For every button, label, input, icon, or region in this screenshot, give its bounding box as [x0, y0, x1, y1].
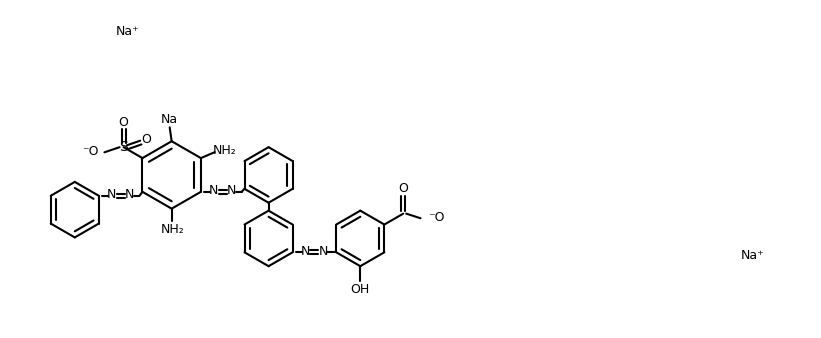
- Text: N: N: [319, 245, 328, 258]
- Text: N: N: [125, 188, 135, 201]
- Text: Na⁺: Na⁺: [116, 25, 140, 38]
- Text: NH₂: NH₂: [161, 223, 185, 236]
- Text: N: N: [107, 188, 117, 201]
- Text: S: S: [119, 140, 128, 154]
- Text: N: N: [209, 184, 218, 197]
- Text: N: N: [300, 245, 310, 258]
- Text: OH: OH: [351, 283, 370, 295]
- Text: N: N: [227, 184, 236, 197]
- Text: ⁻O: ⁻O: [82, 145, 99, 158]
- Text: Na: Na: [161, 113, 178, 126]
- Text: NH₂: NH₂: [213, 144, 236, 156]
- Text: O: O: [119, 116, 129, 129]
- Text: Na⁺: Na⁺: [741, 249, 764, 262]
- Text: O: O: [141, 133, 151, 146]
- Text: ⁻O: ⁻O: [429, 211, 445, 224]
- Text: O: O: [398, 182, 408, 195]
